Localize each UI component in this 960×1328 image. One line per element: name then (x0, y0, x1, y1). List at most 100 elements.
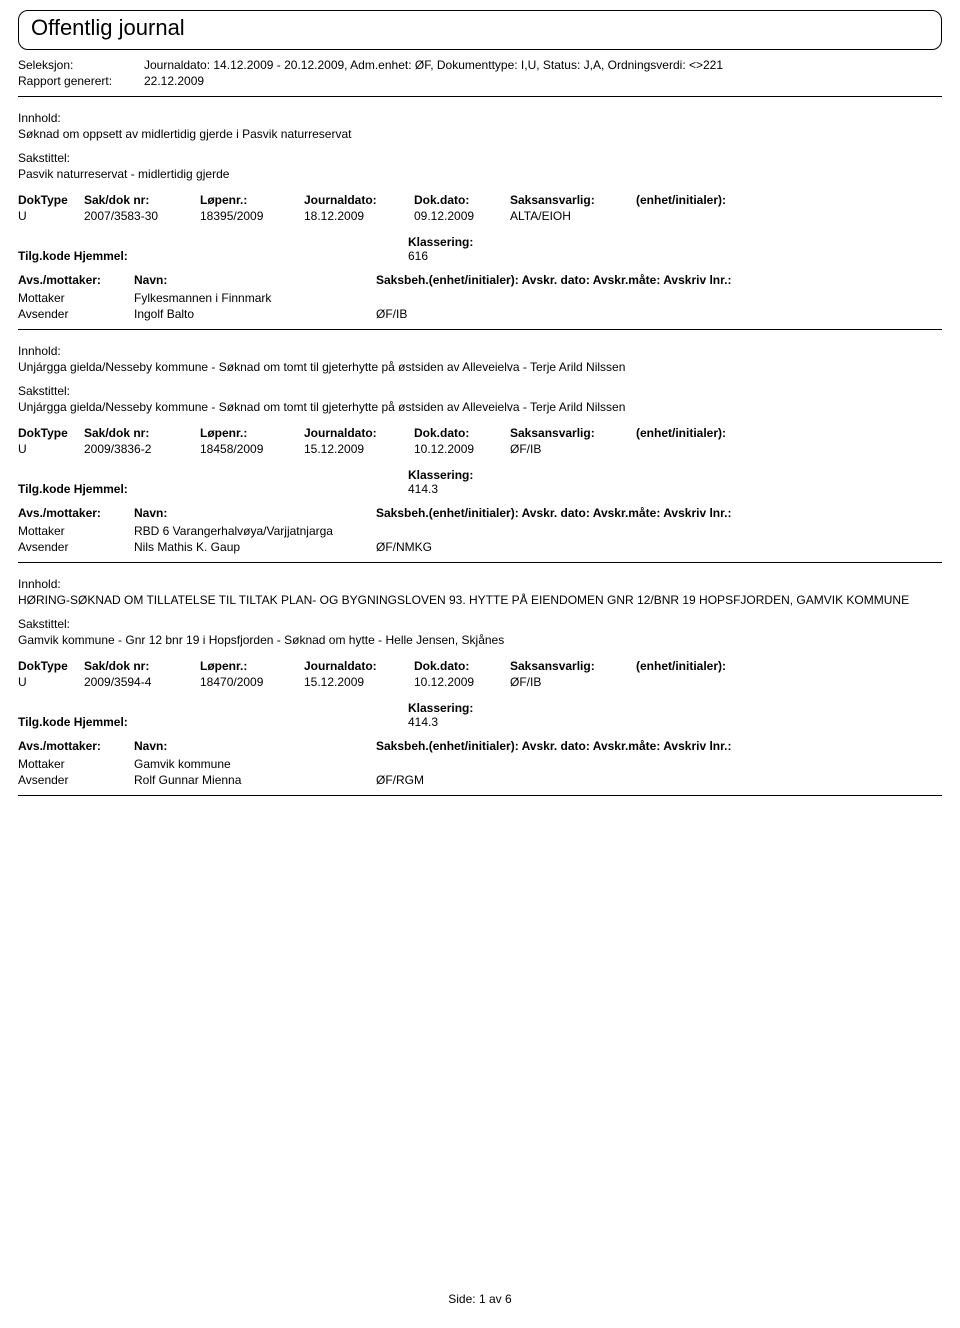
page-title-box: Offentlig journal (18, 10, 942, 50)
party-name: Fylkesmannen i Finnmark (134, 291, 376, 305)
party-row: Mottaker RBD 6 Varangerhalvøya/Varjjatnj… (18, 524, 942, 538)
hdr-enhetinit: (enhet/initialer): (636, 426, 942, 440)
sakstittel-text: Gamvik kommune - Gnr 12 bnr 19 i Hopsfjo… (18, 633, 942, 647)
hdr-enhetinit: (enhet/initialer): (636, 193, 942, 207)
hdr-avs-mottaker: Avs./mottaker: (18, 506, 134, 520)
val-enhetinit (636, 209, 942, 223)
column-headers: DokType Sak/dok nr: Løpenr.: Journaldato… (18, 193, 942, 207)
filter-row-rapport: Rapport generert: 22.12.2009 (18, 74, 942, 88)
parties-header: Avs./mottaker: Navn: Saksbeh.(enhet/init… (18, 273, 942, 287)
entries-container: Innhold: Søknad om oppsett av midlertidi… (18, 96, 942, 796)
party-row: Mottaker Gamvik kommune (18, 757, 942, 771)
journal-entry: Innhold: Unjárgga gielda/Nesseby kommune… (18, 330, 942, 554)
column-values: U 2009/3594-4 18470/2009 15.12.2009 10.1… (18, 675, 942, 689)
party-role: Mottaker (18, 291, 134, 305)
hdr-lopenr: Løpenr.: (200, 193, 304, 207)
hdr-dokdato: Dok.dato: (414, 659, 510, 673)
klassering-value: 616 (408, 249, 473, 263)
page-footer: Side: 1 av 6 (18, 1292, 942, 1306)
hdr-saksansvarlig: Saksansvarlig: (510, 659, 636, 673)
val-saksansvarlig: ØF/IB (510, 442, 636, 456)
val-doktype: U (18, 442, 84, 456)
filter-row-seleksjon: Seleksjon: Journaldato: 14.12.2009 - 20.… (18, 58, 942, 72)
filter-block: Seleksjon: Journaldato: 14.12.2009 - 20.… (18, 58, 942, 88)
party-code (376, 524, 476, 538)
innhold-text: Unjárgga gielda/Nesseby kommune - Søknad… (18, 360, 942, 374)
party-code: ØF/RGM (376, 773, 476, 787)
innhold-label: Innhold: (18, 577, 942, 591)
klassering-label: Klassering: (408, 701, 473, 715)
parties-header: Avs./mottaker: Navn: Saksbeh.(enhet/init… (18, 739, 942, 753)
hdr-saksbeh: Saksbeh.(enhet/initialer): Avskr. dato: … (376, 739, 942, 753)
val-enhetinit (636, 442, 942, 456)
total-pages: 6 (505, 1292, 512, 1306)
hdr-journaldato: Journaldato: (304, 659, 414, 673)
hdr-navn: Navn: (134, 506, 376, 520)
sakstittel-label: Sakstittel: (18, 384, 942, 398)
innhold-text: HØRING-SØKNAD OM TILLATELSE TIL TILTAK P… (18, 593, 942, 607)
party-code: ØF/NMKG (376, 540, 476, 554)
klassering-value: 414.3 (408, 482, 473, 496)
party-role: Avsender (18, 773, 134, 787)
val-doktype: U (18, 675, 84, 689)
tilg-label: Tilg.kode Hjemmel: (18, 249, 128, 263)
val-sakdok: 2009/3594-4 (84, 675, 200, 689)
hdr-doktype: DokType (18, 193, 84, 207)
hdr-enhetinit: (enhet/initialer): (636, 659, 942, 673)
hdr-saksbeh: Saksbeh.(enhet/initialer): Avskr. dato: … (376, 506, 942, 520)
journal-entry: Innhold: HØRING-SØKNAD OM TILLATELSE TIL… (18, 563, 942, 787)
hdr-sakdok: Sak/dok nr: (84, 659, 200, 673)
page-title: Offentlig journal (31, 15, 929, 41)
val-sakdok: 2009/3836-2 (84, 442, 200, 456)
hdr-navn: Navn: (134, 739, 376, 753)
rapport-label: Rapport generert: (18, 74, 144, 88)
parties-header: Avs./mottaker: Navn: Saksbeh.(enhet/init… (18, 506, 942, 520)
column-values: U 2007/3583-30 18395/2009 18.12.2009 09.… (18, 209, 942, 223)
val-dokdato: 10.12.2009 (414, 442, 510, 456)
party-role: Avsender (18, 540, 134, 554)
entry-separator (18, 795, 942, 796)
column-headers: DokType Sak/dok nr: Løpenr.: Journaldato… (18, 659, 942, 673)
party-name: RBD 6 Varangerhalvøya/Varjjatnjarga (134, 524, 376, 538)
hdr-sakdok: Sak/dok nr: (84, 193, 200, 207)
val-dokdato: 10.12.2009 (414, 675, 510, 689)
hdr-sakdok: Sak/dok nr: (84, 426, 200, 440)
party-row: Mottaker Fylkesmannen i Finnmark (18, 291, 942, 305)
party-role: Avsender (18, 307, 134, 321)
hdr-lopenr: Løpenr.: (200, 426, 304, 440)
hdr-navn: Navn: (134, 273, 376, 287)
innhold-label: Innhold: (18, 344, 942, 358)
party-row: Avsender Nils Mathis K. Gaup ØF/NMKG (18, 540, 942, 554)
val-lopenr: 18470/2009 (200, 675, 304, 689)
av-label: av (489, 1292, 502, 1306)
party-code: ØF/IB (376, 307, 476, 321)
party-name: Rolf Gunnar Mienna (134, 773, 376, 787)
klassering-value: 414.3 (408, 715, 473, 729)
innhold-label: Innhold: (18, 111, 942, 125)
tilg-label: Tilg.kode Hjemmel: (18, 715, 128, 729)
tilg-klass-line: Tilg.kode Hjemmel: Klassering: 616 (18, 235, 942, 263)
hdr-saksansvarlig: Saksansvarlig: (510, 426, 636, 440)
page-number: 1 (479, 1292, 486, 1306)
hdr-saksbeh: Saksbeh.(enhet/initialer): Avskr. dato: … (376, 273, 942, 287)
party-name: Gamvik kommune (134, 757, 376, 771)
party-name: Nils Mathis K. Gaup (134, 540, 376, 554)
party-code (376, 757, 476, 771)
sakstittel-text: Pasvik naturreservat - midlertidig gjerd… (18, 167, 942, 181)
party-role: Mottaker (18, 757, 134, 771)
val-saksansvarlig: ØF/IB (510, 675, 636, 689)
val-journaldato: 15.12.2009 (304, 675, 414, 689)
hdr-doktype: DokType (18, 426, 84, 440)
party-row: Avsender Rolf Gunnar Mienna ØF/RGM (18, 773, 942, 787)
journal-entry: Innhold: Søknad om oppsett av midlertidi… (18, 97, 942, 321)
innhold-text: Søknad om oppsett av midlertidig gjerde … (18, 127, 942, 141)
klassering-label: Klassering: (408, 468, 473, 482)
seleksjon-label: Seleksjon: (18, 58, 144, 72)
hdr-avs-mottaker: Avs./mottaker: (18, 273, 134, 287)
val-saksansvarlig: ALTA/EIOH (510, 209, 636, 223)
val-lopenr: 18395/2009 (200, 209, 304, 223)
party-role: Mottaker (18, 524, 134, 538)
party-code (376, 291, 476, 305)
column-headers: DokType Sak/dok nr: Løpenr.: Journaldato… (18, 426, 942, 440)
klassering-label: Klassering: (408, 235, 473, 249)
